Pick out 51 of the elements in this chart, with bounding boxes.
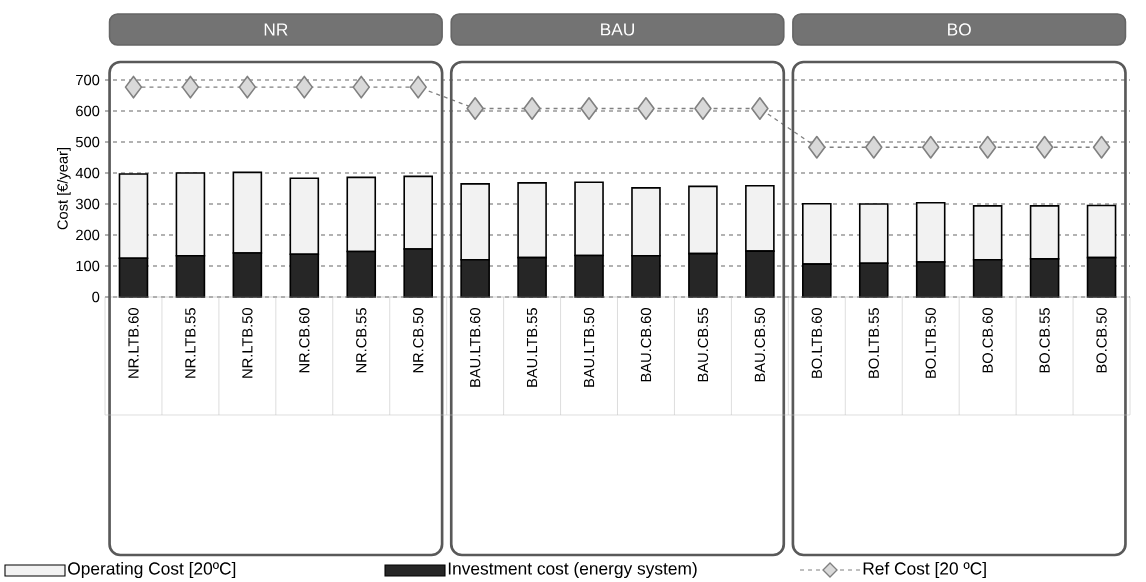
point — [580, 97, 598, 120]
x-tick-label: BO.CB.60 — [982, 308, 993, 373]
x-tick-label: BO.CB.50 — [1096, 308, 1107, 373]
legend-label: Ref Cost [20 ºC] — [863, 561, 986, 579]
y-tick-label: 700 — [76, 74, 100, 86]
x-tick-label: BO.CB.55 — [1039, 308, 1050, 373]
x-tick-label: NR.CB.55 — [356, 308, 367, 373]
point — [694, 97, 712, 120]
x-tick-label: BAU.CB.55 — [697, 308, 709, 382]
x-tick-label: BO.LTB.50 — [925, 308, 936, 378]
point — [978, 135, 997, 159]
point — [352, 75, 371, 99]
x-tick-label: BAU.LTB.60 — [469, 308, 481, 387]
x-tick-label: BAU.CB.50 — [754, 308, 766, 382]
legend-label: Operating Cost [20ºC] — [68, 561, 236, 579]
y-tick-label: 200 — [76, 229, 100, 241]
point — [295, 75, 314, 99]
x-tick-label: BAU.LTB.50 — [583, 308, 595, 387]
point — [409, 75, 427, 99]
y-axis-title: Cost [€/year] — [57, 147, 71, 230]
y-tick-label: 600 — [76, 105, 100, 117]
y-tick-label: 400 — [75, 167, 100, 179]
x-tick-label: NR.CB.60 — [299, 308, 310, 373]
x-tick-label: BO.LTB.60 — [811, 308, 823, 378]
point — [181, 75, 200, 99]
y-tick-label: 0 — [92, 291, 100, 303]
point — [864, 135, 883, 159]
point — [1092, 135, 1111, 159]
y-tick-label: 300 — [75, 198, 100, 210]
x-tick-label: NR.LTB.60 — [128, 308, 139, 378]
x-tick-label: NR.LTB.55 — [185, 308, 196, 378]
x-tick-label: BAU.CB.60 — [640, 308, 652, 382]
text: BAU — [601, 23, 634, 36]
point — [1035, 135, 1054, 159]
point — [238, 75, 257, 99]
y-tick-label: 500 — [75, 136, 100, 148]
point — [466, 97, 484, 120]
point — [124, 75, 143, 99]
point — [523, 97, 541, 120]
point — [751, 97, 769, 120]
x-tick-label: NR.CB.50 — [413, 308, 424, 373]
y-tick-label: 100 — [76, 260, 100, 272]
point — [808, 135, 826, 159]
x-tick-label: BAU.LTB.55 — [526, 308, 538, 387]
point — [921, 135, 940, 159]
legend-label: Investment cost (energy system) — [448, 561, 697, 579]
x-tick-label: BO.LTB.55 — [868, 308, 879, 378]
x-tick-label: NR.LTB.50 — [242, 308, 253, 378]
point — [637, 97, 655, 120]
text: NR — [264, 23, 288, 36]
text: BO — [948, 23, 971, 36]
